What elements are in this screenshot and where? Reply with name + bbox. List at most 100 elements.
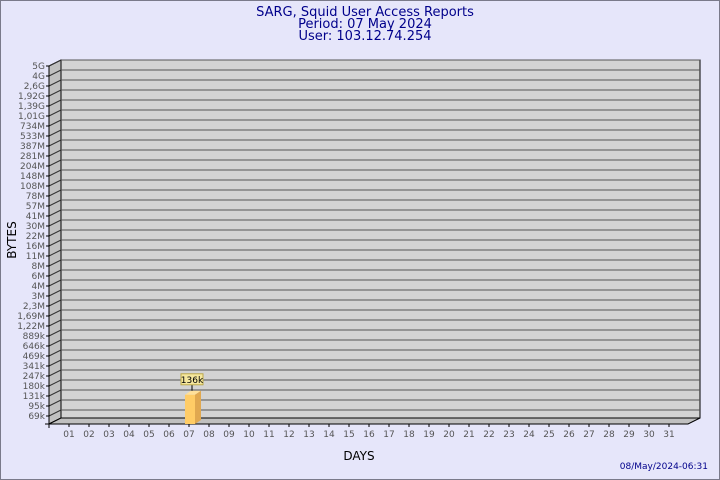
chart-user: User: 103.12.74.254: [298, 29, 431, 44]
x-tick-label: 10: [243, 430, 255, 440]
y-tick-label: 1,22M: [17, 322, 45, 332]
y-tick-label: 11M: [26, 252, 45, 262]
grid-diagonal: [48, 399, 62, 407]
x-tick-label: 21: [463, 430, 474, 440]
x-tick-label: 27: [583, 430, 594, 440]
grid-diagonal: [48, 319, 62, 327]
x-tick-label: 23: [503, 430, 514, 440]
y-tick-label: 180k: [23, 382, 46, 392]
grid-diagonal: [48, 99, 62, 107]
grid-diagonal: [48, 269, 62, 277]
y-tick-label: 387M: [20, 142, 45, 152]
y-tick-label: 8M: [32, 262, 46, 272]
x-tick-label: 05: [143, 430, 154, 440]
y-tick-label: 3M: [32, 292, 46, 302]
y-tick-label: 6M: [32, 272, 46, 282]
grid-diagonal: [48, 279, 62, 287]
x-tick-label: 12: [283, 430, 294, 440]
y-tick-label: 281M: [20, 152, 45, 162]
y-tick-label: 734M: [20, 122, 45, 132]
grid-diagonal: [48, 309, 62, 317]
grid-diagonal: [48, 379, 62, 387]
x-tick-label: 29: [623, 430, 635, 440]
grid-diagonal: [48, 229, 62, 237]
x-tick-label: 25: [543, 430, 554, 440]
grid-diagonal: [48, 409, 62, 417]
x-tick-label: 02: [83, 430, 94, 440]
grid-diagonal: [48, 69, 62, 77]
y-tick-label: 148M: [20, 172, 45, 182]
grid-diagonal: [48, 139, 62, 147]
grid-diagonal: [48, 79, 62, 87]
x-tick-label: 15: [343, 430, 354, 440]
y-tick-label: 4M: [32, 282, 46, 292]
y-tick-label: 4G: [32, 72, 45, 82]
y-tick-label: 247k: [23, 372, 46, 382]
grid-diagonal: [48, 109, 62, 117]
plot-floor: [48, 417, 701, 425]
y-tick-label: 78M: [26, 192, 45, 202]
grid-diagonal: [48, 89, 62, 97]
y-tick-label: 16M: [26, 242, 45, 252]
grid-diagonal: [48, 369, 62, 377]
x-tick-label: 14: [323, 430, 335, 440]
grid-diagonal: [48, 389, 62, 397]
grid-diagonal: [48, 189, 62, 197]
grid-diagonal: [48, 259, 62, 267]
x-tick-label: 19: [423, 430, 435, 440]
x-tick-label: 01: [63, 430, 74, 440]
y-tick-label: 533M: [20, 132, 45, 142]
grid-diagonal: [48, 169, 62, 177]
y-tick-label: 1,01G: [18, 112, 45, 122]
grid-diagonal: [48, 149, 62, 157]
x-tick-label: 04: [123, 430, 135, 440]
y-tick-label: 69k: [28, 412, 45, 422]
x-tick-label: 24: [523, 430, 535, 440]
grid-diagonal: [48, 129, 62, 137]
y-tick-label: 95k: [28, 402, 45, 412]
y-tick-label: 1,39G: [18, 102, 45, 112]
x-tick-label: 31: [663, 430, 674, 440]
bar-side: [195, 390, 201, 424]
bar-top: [185, 390, 201, 395]
y-tick-label: 2,6G: [24, 82, 45, 92]
grid-diagonal: [48, 199, 62, 207]
data-label: 136k: [181, 376, 204, 386]
y-tick-label: 108M: [20, 182, 45, 192]
grid-diagonal: [48, 239, 62, 247]
y-tick-label: 57M: [26, 202, 45, 212]
grid-diagonal: [48, 159, 62, 167]
y-tick-label: 1,92G: [18, 92, 45, 102]
y-tick-label: 646k: [23, 342, 46, 352]
grid-diagonal: [48, 249, 62, 257]
x-tick-label: 20: [443, 430, 455, 440]
y-tick-label: 1,69M: [17, 312, 45, 322]
x-tick-label: 11: [263, 430, 274, 440]
plot-back-wall: [60, 59, 701, 419]
x-tick-label: 08: [203, 430, 215, 440]
x-tick-label: 06: [163, 430, 175, 440]
y-tick-label: 469k: [23, 352, 46, 362]
x-tick-label: 30: [643, 430, 655, 440]
grid-diagonal: [48, 349, 62, 357]
y-tick-label: 341k: [23, 362, 46, 372]
x-tick-label: 22: [483, 430, 494, 440]
chart-title: SARG, Squid User Access Reports: [256, 5, 474, 20]
x-tick-label: 09: [223, 430, 235, 440]
grid-diagonal: [48, 289, 62, 297]
grid-diagonal: [48, 179, 62, 187]
y-tick-label: 30M: [26, 222, 45, 232]
grid-diagonal: [48, 299, 62, 307]
grid-diagonal: [48, 359, 62, 367]
x-tick-label: 16: [363, 430, 375, 440]
grid-diagonal: [48, 219, 62, 227]
y-axis-label: BYTES: [5, 221, 19, 258]
x-tick-label: 18: [403, 430, 415, 440]
x-tick-label: 13: [303, 430, 314, 440]
x-tick-label: 26: [563, 430, 575, 440]
grid-diagonal: [48, 339, 62, 347]
chart-period: Period: 07 May 2024: [298, 17, 432, 32]
generated-timestamp: 08/May/2024-06:31: [620, 462, 708, 472]
grid-diagonal: [48, 329, 62, 337]
